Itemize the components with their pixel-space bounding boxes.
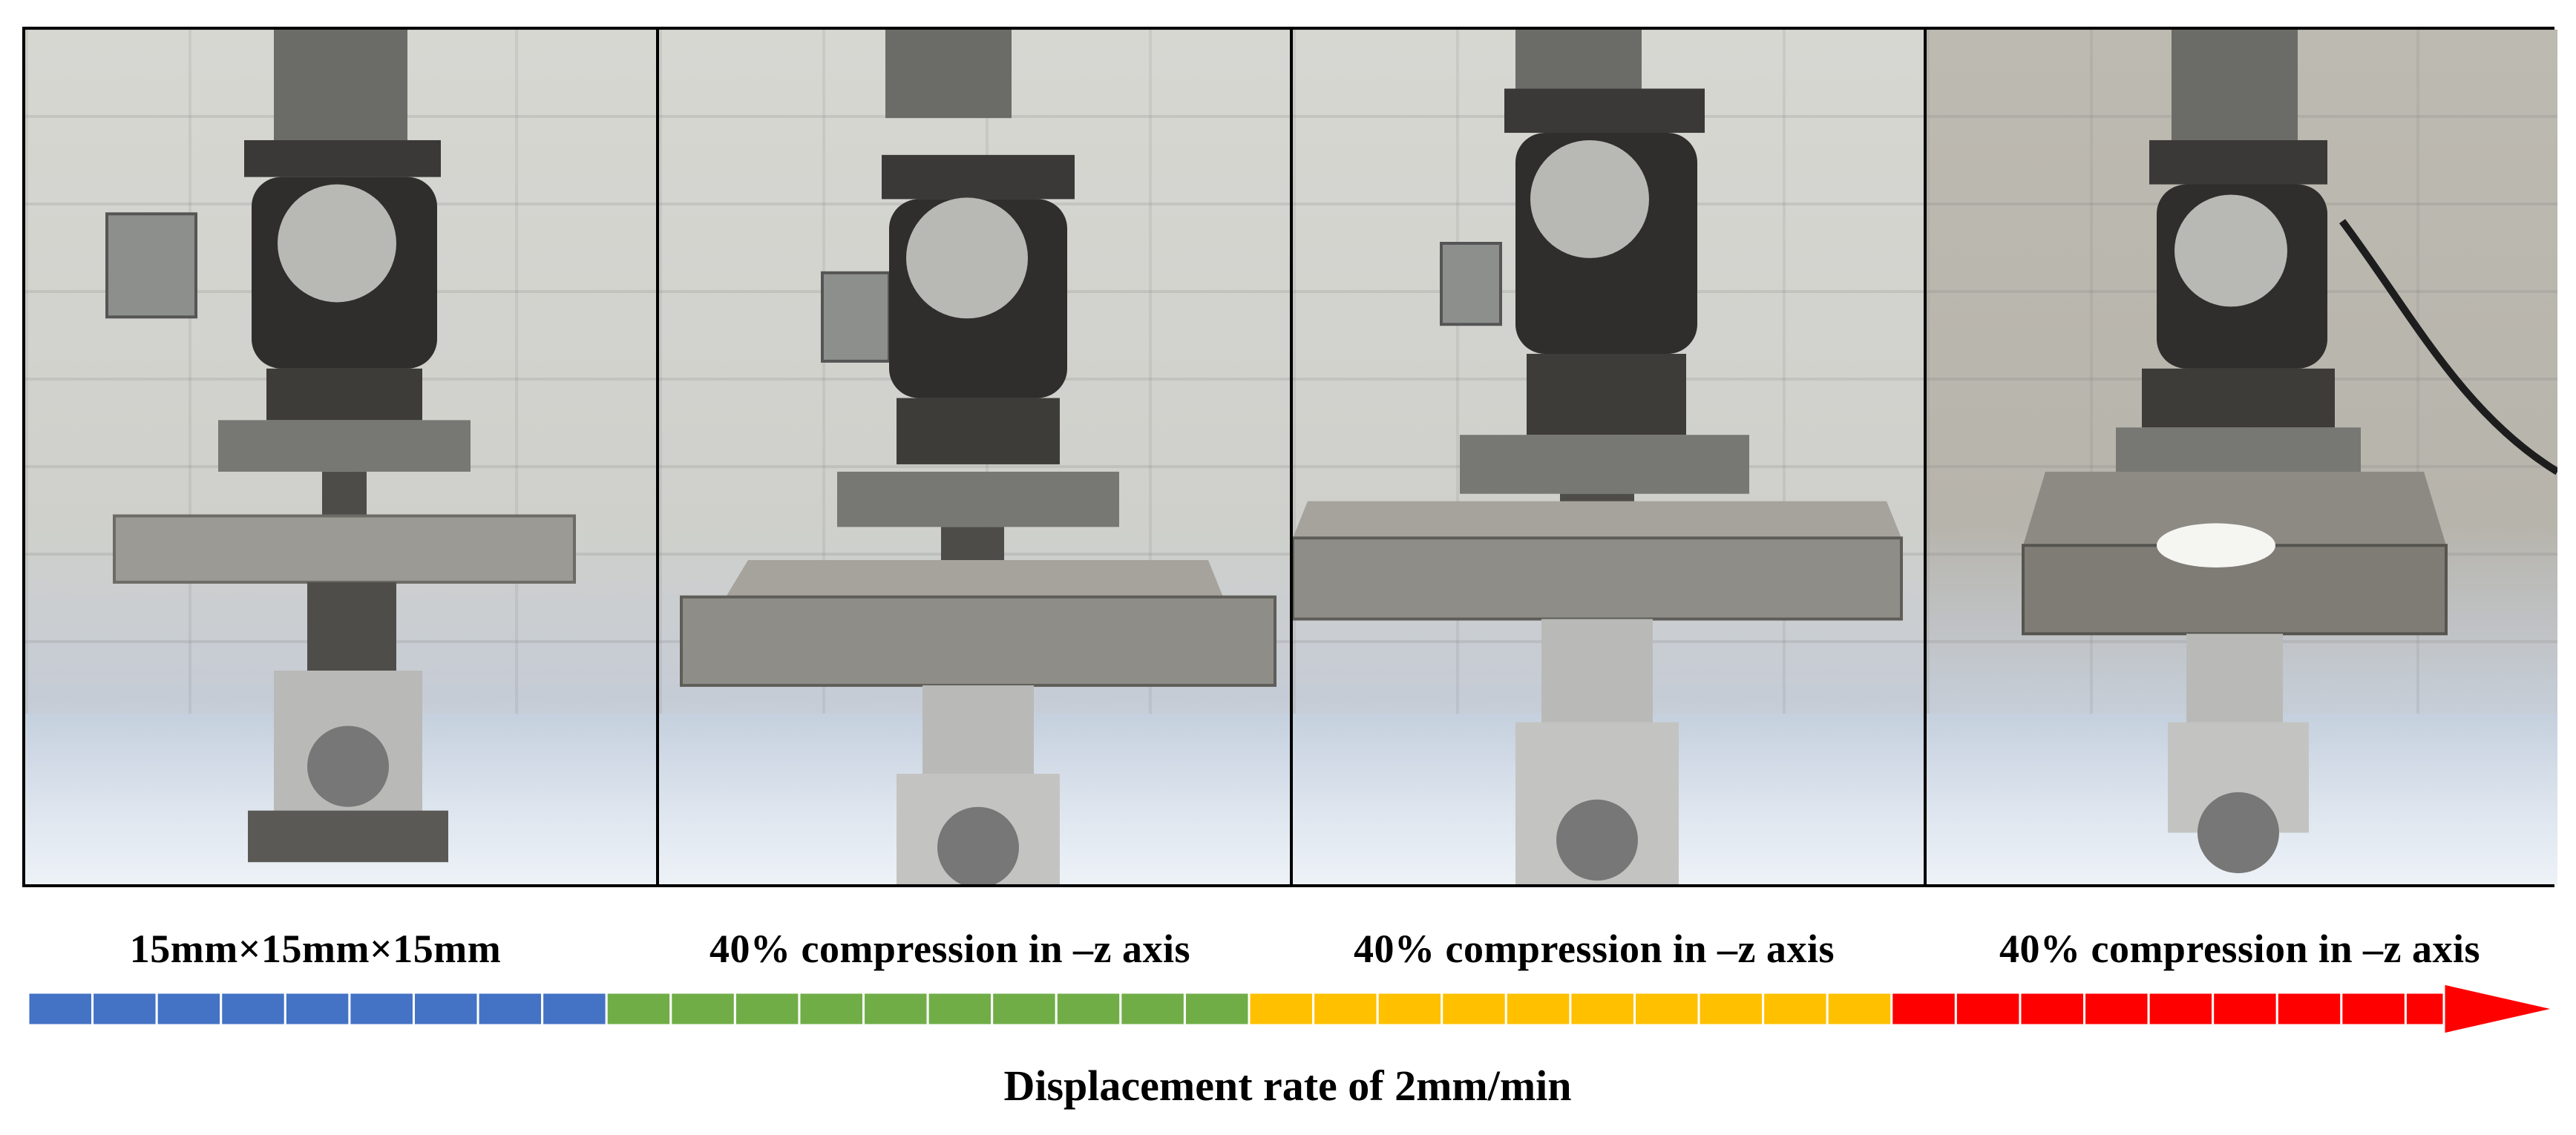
timeline-cell-0-3 (220, 991, 286, 1027)
timeline-cell-2-7 (1697, 991, 1765, 1027)
timeline-bar (27, 982, 2556, 1036)
photo-strip (22, 27, 2557, 887)
timeline-cell-2-8 (1762, 991, 1829, 1027)
timeline-cell-1-6 (991, 991, 1058, 1027)
timeline-cell-2-4 (1504, 991, 1572, 1027)
timeline-cell-1-4 (862, 991, 929, 1027)
timeline-cell-3-2 (2019, 991, 2086, 1027)
photo-panel-initial (25, 30, 656, 884)
timeline-cell-3-3 (2083, 991, 2150, 1027)
timeline-cell-3-4 (2147, 991, 2215, 1027)
timeline-cell-0-1 (91, 991, 158, 1027)
stage-label-compression-1: 40% compression in –z axis (709, 927, 1191, 971)
stage-label-compression-3: 40% compression in –z axis (1999, 927, 2481, 971)
stage-label-initial: 15mm×15mm×15mm (129, 927, 502, 971)
timeline-cell-3-0 (1890, 991, 1957, 1027)
timeline-cell-2-1 (1312, 991, 1379, 1027)
timeline-cell-2-3 (1441, 991, 1507, 1027)
photo-panel-compression-2 (1293, 30, 1924, 884)
timeline-cell-3-6 (2275, 991, 2343, 1027)
timeline-cell-0-4 (284, 991, 351, 1027)
compression-tester-image (1293, 30, 1903, 884)
timeline-cell-2-5 (1569, 991, 1636, 1027)
stage-label-compression-2: 40% compression in –z axis (1353, 927, 1835, 971)
timeline-cell-0-8 (541, 991, 608, 1027)
timeline-cell-3-7 (2340, 991, 2407, 1027)
timeline-cell-0-7 (476, 991, 544, 1027)
timeline-cell-0-0 (27, 991, 94, 1027)
timeline-cell-1-7 (1055, 991, 1122, 1027)
timeline-svg (27, 982, 2556, 1036)
compression-tester-image (105, 30, 576, 863)
timeline-cell-3-1 (1954, 991, 2022, 1027)
photo-panel-compression-3 (1927, 30, 2557, 884)
timeline-cell-1-3 (798, 991, 865, 1027)
timeline-cell-1-1 (669, 991, 736, 1027)
timeline-cell-2-0 (1248, 991, 1315, 1027)
photo-panel-compression-1 (659, 30, 1290, 884)
timeline-cell-2-6 (1633, 991, 1700, 1027)
compression-tester-image (680, 30, 1276, 884)
compression-tester-image (2022, 30, 2557, 874)
timeline-cell-1-2 (733, 991, 801, 1027)
timeline-cell-0-6 (412, 991, 479, 1027)
timeline-arrow-head (2442, 982, 2556, 1036)
timeline-cell-1-9 (1183, 991, 1251, 1027)
timeline-cell-0-2 (155, 991, 223, 1027)
timeline-cell-0-5 (348, 991, 415, 1027)
timeline-cell-1-0 (605, 991, 672, 1027)
timeline-cell-1-8 (1119, 991, 1186, 1027)
timeline-cell-2-2 (1376, 991, 1443, 1027)
timeline-cell-3-5 (2212, 991, 2278, 1027)
timeline-cell-1-5 (926, 991, 994, 1027)
timeline-cell-2-9 (1826, 991, 1893, 1027)
caption: Displacement rate of 2mm/min (1003, 1062, 1572, 1110)
